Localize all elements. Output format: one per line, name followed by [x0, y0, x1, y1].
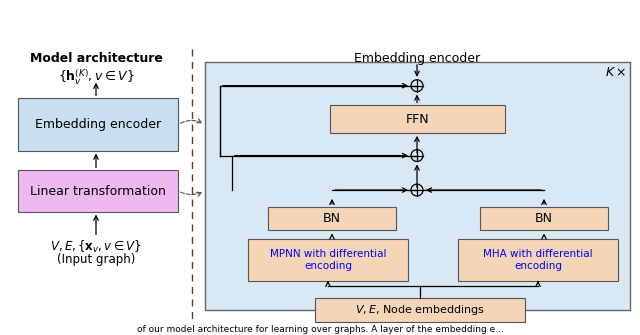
Text: BN: BN	[535, 212, 553, 225]
Text: $\{\mathbf{h}_v^{(K)}, v \in V\}$: $\{\mathbf{h}_v^{(K)}, v \in V\}$	[58, 68, 134, 87]
Bar	[330, 105, 505, 133]
Bar	[248, 239, 408, 281]
Bar	[315, 298, 525, 322]
Bar	[205, 62, 630, 310]
Text: of our model architecture for learning over graphs. A layer of the embedding e..: of our model architecture for learning o…	[136, 325, 504, 334]
Text: BN: BN	[323, 212, 341, 225]
Bar	[458, 239, 618, 281]
Text: $V, E$, Node embeddings: $V, E$, Node embeddings	[355, 303, 485, 317]
Text: FFN: FFN	[406, 113, 429, 126]
Text: $V, E, \{\mathbf{x}_v, v \in V\}$: $V, E, \{\mathbf{x}_v, v \in V\}$	[50, 239, 142, 255]
Bar	[18, 98, 178, 151]
Text: Embedding encoder: Embedding encoder	[35, 118, 161, 131]
Text: (Input graph): (Input graph)	[57, 253, 135, 266]
Text: Linear transformation: Linear transformation	[30, 185, 166, 198]
Bar	[480, 207, 608, 230]
Bar	[268, 207, 396, 230]
Text: MHA with differential
encoding: MHA with differential encoding	[483, 249, 593, 271]
Bar	[18, 170, 178, 212]
Text: Model architecture: Model architecture	[29, 52, 163, 65]
Text: $K\times$: $K\times$	[605, 66, 626, 79]
Text: MPNN with differential
encoding: MPNN with differential encoding	[269, 249, 387, 271]
Text: Embedding encoder: Embedding encoder	[354, 52, 480, 65]
